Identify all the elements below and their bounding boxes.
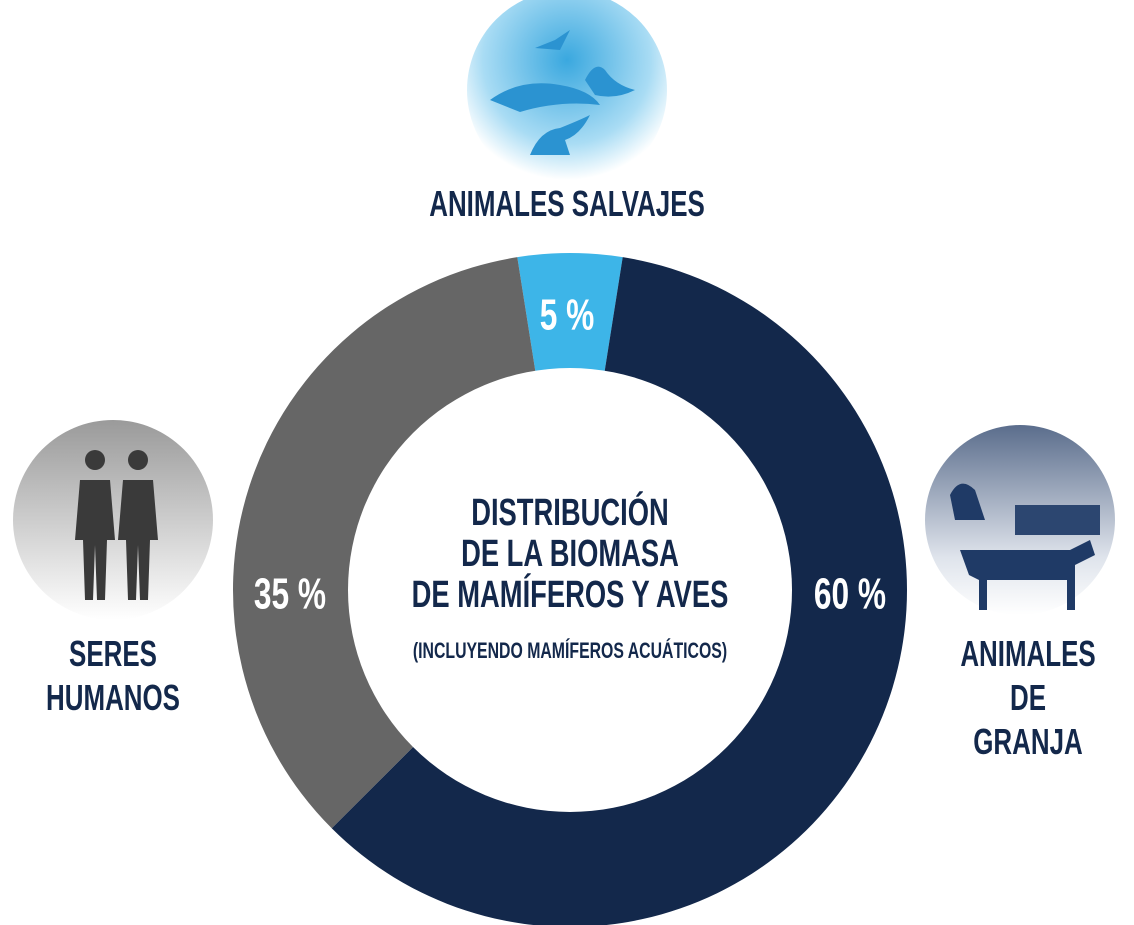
category-label: ANIMALES DE GRANJA	[960, 633, 1096, 762]
chart-title: DE LA BIOMASA	[461, 533, 679, 575]
value-label: 35 %	[254, 570, 326, 619]
category-label: SERES HUMANOS	[46, 633, 180, 718]
category-label: ANIMALES SALVAJES	[429, 183, 705, 224]
chart-title: DE MAMÍFEROS Y AVES	[412, 573, 729, 617]
donut-hole	[348, 368, 792, 812]
value-label: 60 %	[814, 570, 886, 619]
value-label: 5 %	[540, 291, 595, 340]
farm-icon	[925, 425, 1115, 615]
chart-title: DISTRIBUCIÓN	[471, 491, 669, 535]
wild-icon	[467, 0, 667, 190]
human-icon	[13, 420, 213, 620]
chart-subtitle: (INCLUYENDO MAMÍFEROS ACUÁTICOS)	[413, 638, 727, 663]
